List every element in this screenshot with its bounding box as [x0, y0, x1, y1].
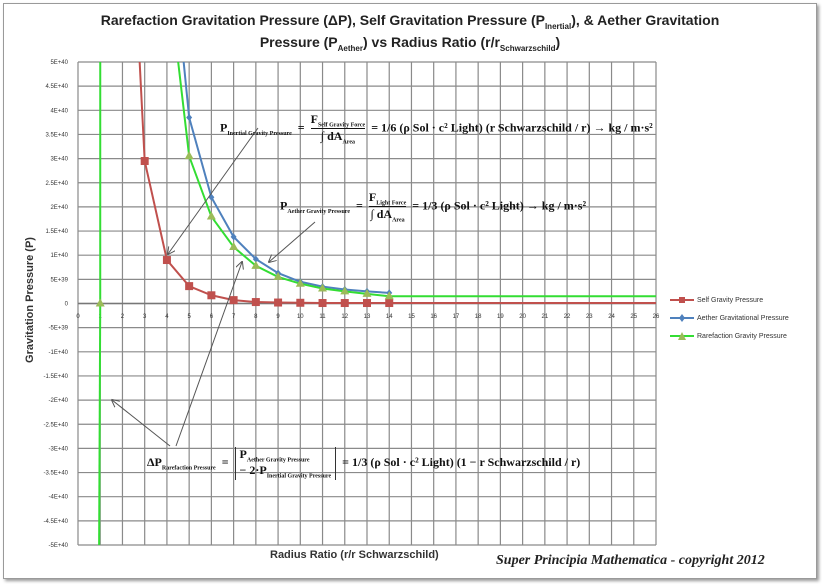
y-tick-label: -2.5E+40	[43, 422, 68, 428]
x-tick-label: 16	[430, 314, 437, 320]
x-tick-label: 11	[319, 314, 326, 320]
legend-swatch-aether	[670, 314, 694, 322]
y-tick-label: -5E+39	[48, 326, 68, 332]
data-point-aether	[230, 233, 237, 241]
y-tick-label: -3.5E+40	[43, 471, 68, 477]
x-tick-label: 21	[542, 314, 549, 320]
x-tick-label: 9	[276, 314, 280, 320]
x-tick-label: 15	[408, 314, 415, 320]
x-tick-label: 23	[586, 314, 593, 320]
chart-title-line-1: Rarefaction Gravitation Pressure (ΔP), S…	[100, 12, 720, 31]
x-tick-label: 22	[564, 314, 571, 320]
y-tick-label: 2E+40	[50, 205, 68, 211]
data-point-aether	[186, 114, 193, 122]
y-tick-label: 5E+40	[50, 60, 68, 66]
y-tick-label: -4.5E+40	[43, 519, 68, 525]
annotation-arrow-rarefaction-2	[175, 262, 242, 447]
legend-item-self: Self Gravity Pressure	[670, 291, 789, 309]
data-point-rarefaction	[318, 283, 328, 292]
data-point-aether	[252, 255, 259, 263]
y-tick-label: 3E+40	[50, 157, 68, 163]
x-tick-label: 12	[341, 314, 348, 320]
y-tick-label: 1.5E+40	[45, 229, 68, 235]
copyright: Super Principia Mathematica - copyright …	[496, 553, 765, 568]
x-tick-label: 2	[121, 314, 125, 320]
y-tick-label: -1.5E+40	[43, 374, 68, 380]
x-axis-label: Radius Ratio (r/r Schwarzschild)	[270, 549, 439, 561]
data-point-self	[296, 298, 305, 307]
annotation-arrow-rarefaction-1	[112, 400, 171, 447]
x-tick-label: 0	[76, 314, 80, 320]
x-tick-label: 5	[187, 314, 191, 320]
data-point-self	[162, 256, 171, 265]
data-point-self	[274, 298, 283, 307]
y-tick-label: -5E+40	[48, 543, 68, 549]
rarefaction-asymptote-line	[98, 303, 102, 545]
data-point-self	[229, 296, 238, 305]
data-point-rarefaction	[229, 241, 239, 250]
data-point-self	[207, 291, 216, 300]
x-tick-label: 17	[453, 314, 460, 320]
y-tick-label: -3E+40	[48, 446, 68, 452]
y-tick-label: 1E+40	[50, 253, 68, 259]
data-point-rarefaction	[184, 151, 194, 160]
data-point-self	[140, 157, 149, 166]
y-tick-label: -4E+40	[48, 495, 68, 501]
data-point-rarefaction	[362, 288, 372, 297]
data-point-self	[340, 299, 349, 308]
x-tick-label: 26	[653, 314, 660, 320]
data-point-self	[318, 299, 327, 308]
data-point-self	[185, 282, 194, 291]
y-tick-label: -2E+40	[48, 398, 68, 404]
legend-swatch-rarefaction	[670, 332, 694, 340]
legend: Self Gravity Pressure Aether Gravitation…	[670, 291, 789, 345]
y-tick-label: -1E+40	[48, 350, 68, 356]
x-tick-label: 6	[210, 314, 214, 320]
x-tick-label: 7	[232, 314, 236, 320]
x-tick-label: 25	[630, 314, 637, 320]
equation-rarefaction: ΔPRarefaction Pressure = PAether Gravity…	[147, 447, 581, 480]
data-point-rarefaction	[340, 286, 350, 295]
chart-frame	[3, 3, 817, 579]
data-point-self	[363, 299, 371, 308]
legend-item-rarefaction: Rarefaction Gravity Pressure	[670, 327, 789, 345]
y-tick-label: 3.5E+40	[45, 132, 68, 138]
y-tick-label: 2.5E+40	[45, 181, 68, 187]
x-tick-label: 14	[386, 314, 393, 320]
data-point-rarefaction	[384, 291, 394, 300]
y-axis-label: Gravitation Pressure (P)	[24, 237, 36, 363]
x-tick-label: 4	[165, 314, 169, 320]
x-tick-label: 18	[475, 314, 482, 320]
x-tick-label: 24	[608, 314, 615, 320]
x-tick-label: 10	[297, 314, 304, 320]
series-line-2	[99, 62, 656, 304]
x-tick-label: 3	[143, 314, 147, 320]
y-tick-label: 0	[65, 302, 69, 308]
x-tick-label: 20	[519, 314, 526, 320]
data-point-rarefaction	[206, 211, 216, 220]
data-point-rarefaction	[295, 278, 305, 287]
y-tick-label: 4E+40	[50, 108, 68, 114]
annotation-arrow-aether	[269, 221, 316, 262]
data-point-rarefaction	[95, 298, 105, 307]
x-tick-label: 13	[364, 314, 371, 320]
data-point-self	[251, 298, 260, 307]
data-point-self	[385, 299, 394, 308]
data-point-rarefaction	[251, 260, 261, 269]
chart-title-line-2: Pressure (PAether) vs Radius Ratio (r/rS…	[259, 34, 561, 53]
legend-item-aether: Aether Gravitational Pressure	[670, 309, 789, 327]
x-tick-label: 8	[254, 314, 258, 320]
annotation-arrow-self	[168, 127, 259, 254]
y-tick-label: 5E+39	[50, 277, 68, 283]
equation-aether-gravity: PAether Gravity Pressure = FLight Force ∫…	[280, 190, 587, 224]
equation-self-gravity: PInertial Gravity Pressure = FSelf Gravi…	[220, 112, 653, 146]
legend-swatch-self	[670, 297, 694, 303]
data-point-rarefaction	[273, 271, 283, 280]
x-tick-label: 19	[497, 314, 504, 320]
y-tick-label: 4.5E+40	[45, 84, 68, 90]
